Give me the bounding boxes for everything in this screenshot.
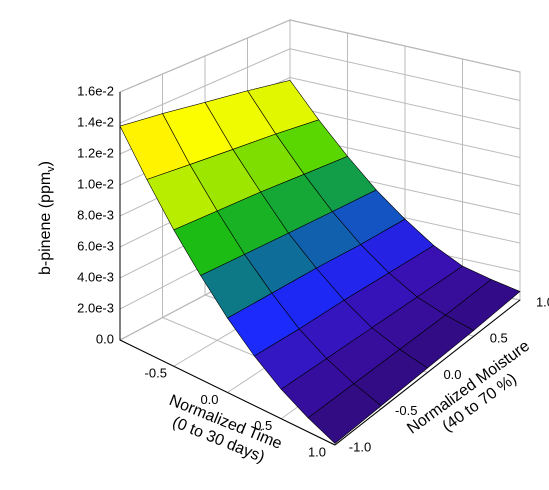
z-axis-title: b-pinene (ppmv)	[37, 161, 57, 275]
y-tick-label: -0.5	[395, 403, 417, 418]
z-tick-label: 6.0e-3	[77, 238, 114, 253]
y-tick-label: 0.0	[443, 367, 461, 382]
x-tick-label: 0.5	[254, 418, 272, 433]
y-axis	[334, 299, 521, 446]
z-tick-label: 1.4e-2	[77, 114, 114, 129]
z-tick-label: 4.0e-3	[77, 269, 114, 284]
z-tick-label: 1.2e-2	[77, 145, 114, 160]
y-tick-label: 1.0	[536, 294, 549, 309]
z-tick-label: 8.0e-3	[77, 207, 114, 222]
z-axis-title-suffix: )	[37, 161, 54, 166]
x-tick-label: 0.0	[200, 392, 218, 407]
z-tick-label: 1.6e-2	[77, 83, 114, 98]
z-tick-label: 1.0e-2	[77, 176, 114, 191]
z-tick-label: 0.0	[96, 331, 114, 346]
z-tick-label: 2.0e-3	[77, 300, 114, 315]
y-tick-label: 0.5	[490, 331, 508, 346]
x-tick-label: 1.0	[308, 444, 326, 459]
x-tick-label: -0.5	[145, 366, 167, 381]
x-axis	[119, 339, 336, 446]
z-axis-title-sub: v	[45, 166, 57, 172]
y-tick-label: -1.0	[349, 439, 371, 454]
surface-cell	[307, 383, 382, 444]
z-axis-title-text: b-pinene (ppm	[37, 172, 54, 275]
